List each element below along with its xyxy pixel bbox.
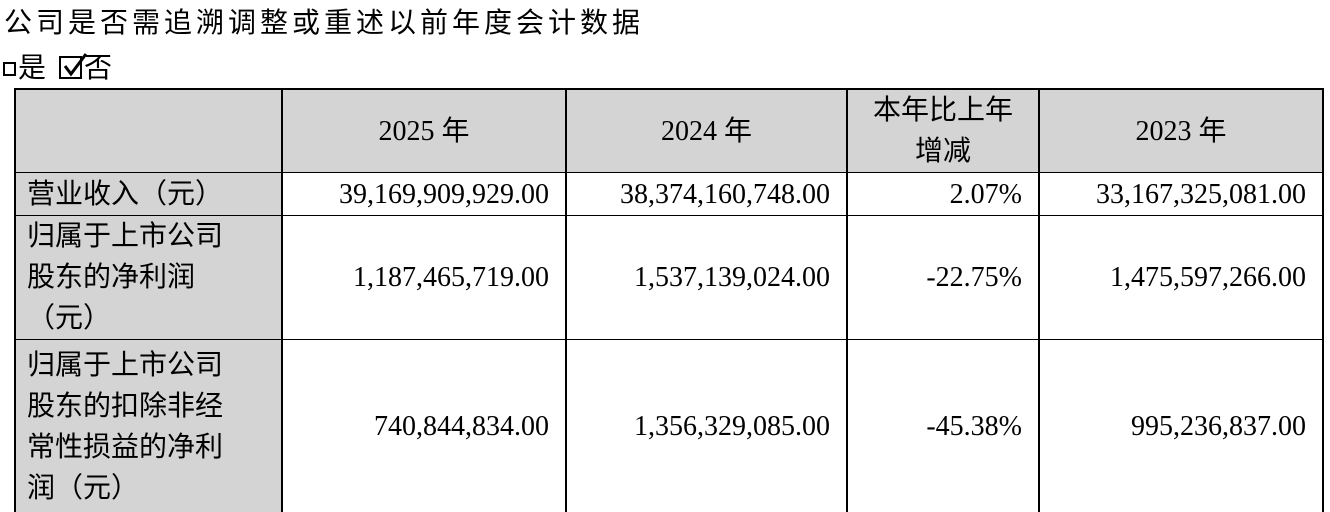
- document-page: 公司是否需追溯调整或重述以前年度会计数据 是 否 2025 年: [0, 7, 1330, 512]
- cell-value-2023: 995,236,837.00: [1038, 339, 1324, 512]
- header-blank-cell: [14, 88, 283, 173]
- option-no-label: 否: [84, 53, 113, 84]
- financial-data-table: 2025 年 2024 年 本年比上年 增减 2023 年 营业收入（元） 39…: [14, 88, 1324, 512]
- header-year-2024: 2024 年: [565, 88, 848, 173]
- cell-value-yoy: -22.75%: [846, 215, 1040, 340]
- cell-value-2023: 33,167,325,081.00: [1038, 172, 1324, 216]
- cell-value-2024: 1,356,329,085.00: [565, 339, 848, 512]
- table-row-net-profit-excl-nonrecurring: 归属于上市公司 股东的扣除非经 常性损益的净利 润（元） 740,844,834…: [14, 339, 1324, 512]
- cell-value-2024: 1,537,139,024.00: [565, 215, 848, 340]
- restatement-options: 是 否: [3, 46, 1330, 86]
- table-header-row: 2025 年 2024 年 本年比上年 增减 2023 年: [14, 88, 1324, 173]
- checked-checkbox-icon: [59, 52, 88, 79]
- header-yoy-change: 本年比上年 增减: [846, 88, 1040, 173]
- cell-value-yoy: -45.38%: [846, 339, 1040, 512]
- row-label: 归属于上市公司 股东的扣除非经 常性损益的净利 润（元）: [14, 339, 283, 512]
- table-row-operating-revenue: 营业收入（元） 39,169,909,929.00 38,374,160,748…: [14, 172, 1324, 216]
- header-year-2025: 2025 年: [281, 88, 567, 173]
- option-no: 否: [59, 46, 112, 86]
- unchecked-checkbox-icon: [3, 62, 16, 76]
- cell-value-2023: 1,475,597,266.00: [1038, 215, 1324, 340]
- option-yes: 是: [3, 46, 46, 86]
- cell-value-2025: 39,169,909,929.00: [281, 172, 567, 216]
- header-year-2023: 2023 年: [1038, 88, 1324, 173]
- row-label: 营业收入（元）: [14, 172, 283, 216]
- cell-value-yoy: 2.07%: [846, 172, 1040, 216]
- option-yes-label: 是: [18, 53, 47, 84]
- question-text: 公司是否需追溯调整或重述以前年度会计数据: [4, 8, 645, 39]
- table-row-net-profit: 归属于上市公司 股东的净利润 （元） 1,187,465,719.00 1,53…: [14, 215, 1324, 340]
- cell-value-2025: 1,187,465,719.00: [281, 215, 567, 340]
- cell-value-2025: 740,844,834.00: [281, 339, 567, 512]
- cell-value-2024: 38,374,160,748.00: [565, 172, 848, 216]
- row-label: 归属于上市公司 股东的净利润 （元）: [14, 215, 283, 340]
